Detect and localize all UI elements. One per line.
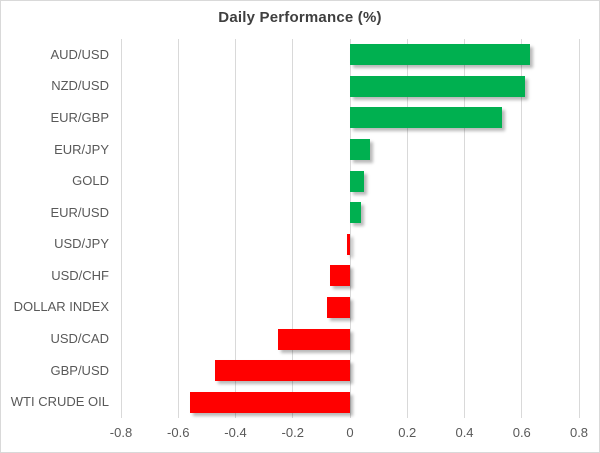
bar-gbp-usd (215, 360, 350, 382)
x-tick-label: 0.6 (512, 425, 531, 440)
x-tick-label: 0.2 (398, 425, 417, 440)
bar-wti-crude-oil (189, 391, 350, 413)
x-tick-label: 0.4 (455, 425, 474, 440)
chart-title: Daily Performance (%) (218, 9, 382, 26)
gridline (349, 39, 351, 418)
gridline (292, 39, 294, 418)
bar-usd-chf (329, 265, 350, 287)
category-label: USD/CAD (50, 331, 109, 347)
category-label: WTI CRUDE OIL (10, 394, 109, 410)
category-label: NZD/USD (51, 78, 109, 94)
category-label: EUR/JPY (54, 141, 109, 157)
bar-dollar-index (327, 296, 350, 318)
category-label: DOLLAR INDEX (13, 299, 109, 315)
gridline (120, 39, 122, 418)
gridline (406, 39, 408, 418)
bar-nzd-usd (350, 75, 525, 97)
bar-aud-usd (350, 44, 531, 66)
bar-eur-usd (350, 202, 362, 224)
category-label: USD/CHF (51, 267, 109, 283)
gridline (464, 39, 465, 418)
plot-area (120, 39, 580, 418)
gridline (235, 39, 236, 418)
gridline (177, 39, 179, 418)
category-label: GBP/USD (50, 362, 109, 378)
category-label: EUR/GBP (50, 109, 109, 125)
x-tick-label: -0.6 (167, 425, 190, 440)
bar-usd-jpy (347, 233, 350, 255)
gridline (578, 39, 580, 418)
bar-usd-cad (278, 328, 350, 350)
x-tick-label: -0.4 (224, 425, 247, 440)
x-tick-label: -0.8 (109, 425, 133, 440)
bar-eur-gbp (350, 107, 502, 129)
bar-gold (350, 170, 365, 192)
x-tick-label: 0.8 (569, 425, 589, 440)
bar-eur-jpy (350, 139, 371, 161)
x-tick-label: -0.2 (281, 425, 304, 440)
category-label: USD/JPY (54, 236, 109, 252)
category-label: AUD/USD (50, 46, 109, 62)
gridline (521, 39, 523, 418)
x-tick-label: 0 (346, 425, 354, 440)
category-label: EUR/USD (50, 204, 109, 220)
category-label: GOLD (72, 173, 109, 189)
